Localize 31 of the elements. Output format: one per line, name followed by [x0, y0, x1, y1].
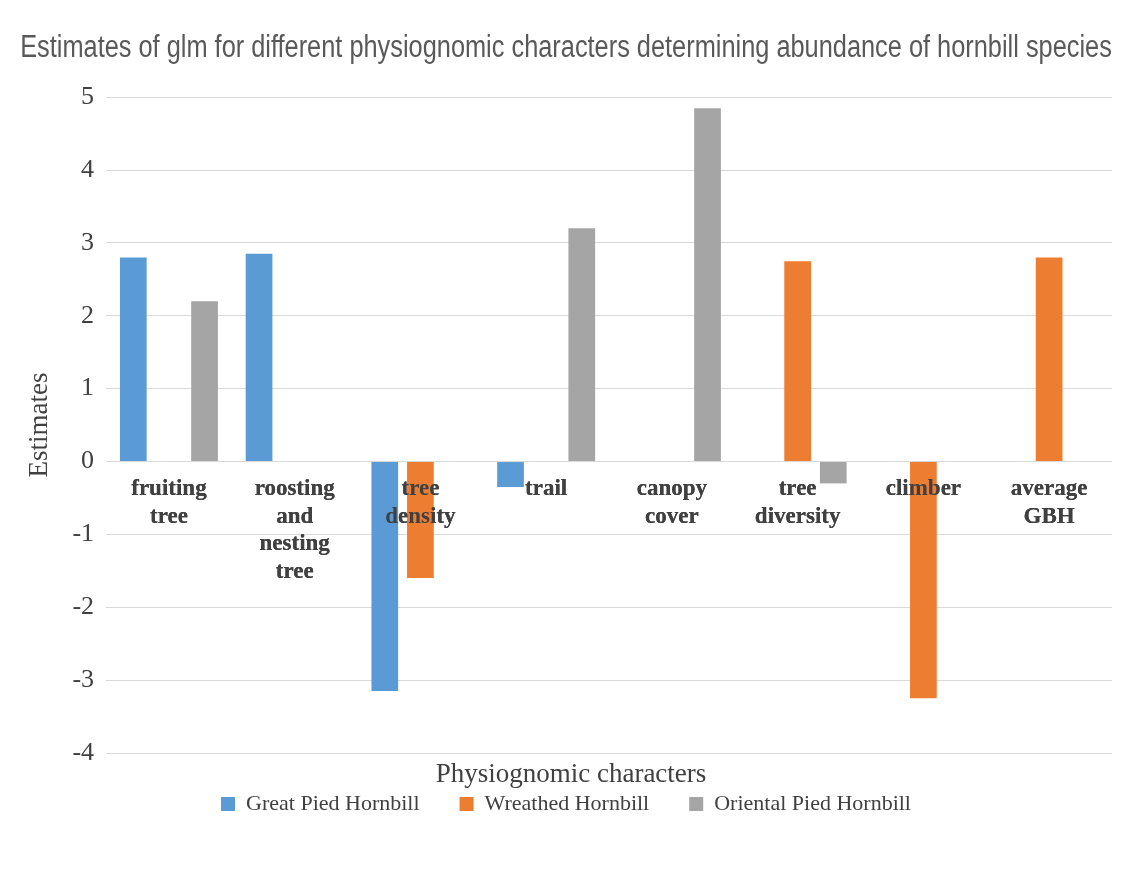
x-tick-label: roosting and nesting tree: [254, 475, 336, 584]
y-tick-label: 1: [81, 372, 95, 402]
y-tick-label: 3: [81, 226, 95, 256]
chart-title: Estimates of glm for different physiognomic characters determining abundance of hornbill species: [20, 28, 1112, 64]
bar: [119, 257, 147, 462]
y-tick-label: 2: [81, 299, 95, 329]
x-tick-label: trail: [525, 475, 568, 501]
bar: [191, 301, 218, 462]
bar: [694, 108, 721, 462]
y-tick-label: -1: [72, 518, 95, 548]
x-tick-label: fruiting tree: [131, 475, 208, 528]
y-tick-label: -2: [72, 591, 95, 621]
y-axis-title: Estimates: [23, 372, 54, 478]
bar: [1035, 257, 1063, 462]
legend-label: Great Pied Hornbill: [246, 789, 420, 815]
bar: [819, 462, 847, 484]
y-tick-label: 0: [81, 445, 95, 475]
bar: [784, 261, 811, 462]
x-axis-title: Physiognomic characters: [435, 758, 707, 788]
bar: [245, 253, 273, 462]
bar: [568, 228, 596, 462]
y-tick-label: -4: [72, 736, 95, 766]
legend-label: Oriental Pied Hornbill: [714, 789, 911, 815]
y-tick-label: 5: [81, 81, 95, 111]
y-tick-label: 4: [81, 153, 95, 183]
legend-label: Wreathed Hornbill: [484, 789, 650, 815]
x-tick-label: canopy cover: [636, 475, 708, 528]
x-tick-label: tree diversity: [754, 475, 841, 528]
x-tick-label: average GBH: [1010, 475, 1088, 528]
y-tick-label: -3: [72, 663, 95, 693]
bar: [497, 462, 524, 488]
